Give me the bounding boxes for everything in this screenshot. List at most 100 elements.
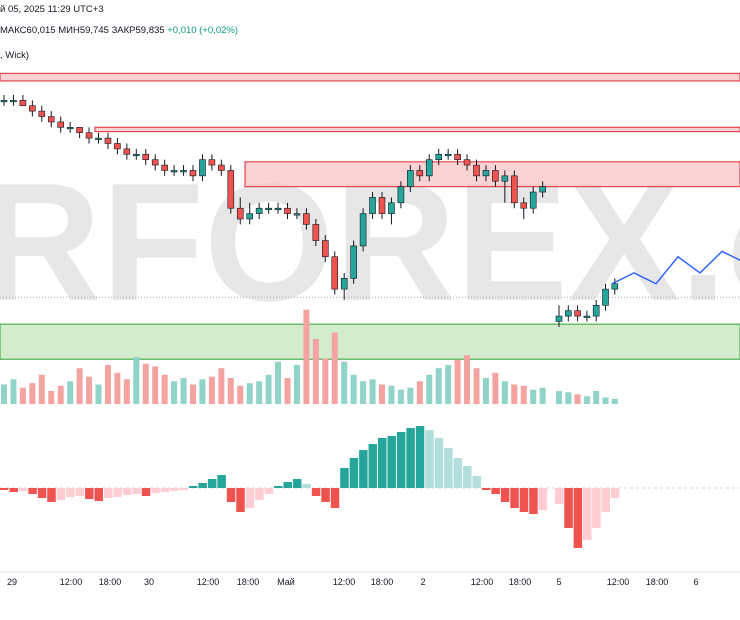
x-tick-label: 18:00 bbox=[371, 577, 394, 587]
oscillator-bar bbox=[207, 479, 217, 488]
oscillator-bar bbox=[160, 488, 170, 492]
oscillator-bar bbox=[340, 468, 349, 488]
header-close: ЗАКР59,835 bbox=[111, 25, 165, 36]
candle bbox=[246, 213, 253, 220]
candle bbox=[0, 100, 8, 103]
volume-bar bbox=[10, 379, 17, 404]
candle bbox=[369, 197, 376, 214]
oscillator-bar bbox=[555, 488, 564, 504]
oscillator-bar bbox=[170, 488, 179, 491]
header-high: МАКС60,015 bbox=[0, 25, 56, 36]
volume-bar bbox=[256, 381, 263, 404]
candle bbox=[255, 207, 263, 214]
x-tick-label: 18:00 bbox=[646, 577, 669, 587]
volume-bar bbox=[38, 374, 45, 404]
candle bbox=[10, 100, 17, 103]
oscillator-bar bbox=[415, 426, 425, 488]
oscillator-bar bbox=[406, 428, 415, 488]
oscillator-bar bbox=[302, 484, 311, 488]
volume-bar bbox=[57, 385, 64, 404]
oscillator-bar bbox=[113, 488, 122, 497]
resistance-zone bbox=[94, 126, 740, 133]
candle bbox=[161, 164, 168, 171]
candle bbox=[66, 127, 74, 130]
oscillator-bar bbox=[0, 488, 9, 490]
volume-bar bbox=[454, 359, 461, 404]
volume-bar bbox=[556, 391, 562, 404]
candle bbox=[303, 213, 310, 225]
candle bbox=[29, 105, 36, 112]
volume-bar bbox=[199, 379, 206, 404]
oscillator-bar bbox=[368, 444, 378, 488]
x-tick-label: 12:00 bbox=[333, 577, 356, 587]
candle bbox=[265, 207, 272, 211]
volume-bar bbox=[492, 372, 499, 404]
volume-bars bbox=[1, 309, 618, 404]
volume-bar bbox=[133, 357, 140, 404]
volume-bar bbox=[388, 385, 395, 404]
oscillator-bar bbox=[564, 488, 573, 528]
volume-bar bbox=[104, 365, 111, 404]
volume-bar bbox=[123, 379, 130, 404]
volume-bar bbox=[48, 391, 55, 404]
volume-bar bbox=[435, 368, 442, 404]
oscillator-bar bbox=[94, 488, 103, 501]
candle bbox=[123, 148, 131, 155]
volume-bar bbox=[114, 372, 121, 404]
candle bbox=[435, 153, 443, 160]
volume-bar bbox=[142, 363, 149, 404]
volume-bar bbox=[426, 374, 433, 404]
volume-bar bbox=[19, 387, 26, 404]
candle bbox=[473, 164, 480, 177]
volume-bar bbox=[501, 381, 508, 404]
oscillator-bar bbox=[198, 483, 207, 488]
volume-bar bbox=[1, 384, 7, 404]
candle bbox=[104, 137, 112, 144]
candle bbox=[199, 159, 206, 177]
candle bbox=[142, 153, 150, 160]
volume-bar bbox=[379, 384, 385, 404]
candle bbox=[218, 164, 225, 171]
volume-bar bbox=[369, 379, 376, 404]
volume-bar bbox=[67, 381, 74, 404]
candle bbox=[592, 304, 600, 317]
candle bbox=[170, 170, 178, 173]
support-zone bbox=[0, 323, 740, 360]
volume-bar bbox=[312, 339, 319, 404]
volume-bar bbox=[482, 378, 489, 404]
oscillator-bar bbox=[9, 488, 18, 492]
oscillator-bar bbox=[103, 488, 113, 498]
oscillator-bar bbox=[47, 488, 56, 502]
resistance-zone bbox=[0, 72, 740, 82]
oscillator-bar bbox=[387, 436, 396, 488]
candle bbox=[416, 170, 424, 177]
volume-bar bbox=[602, 397, 609, 404]
candle bbox=[133, 153, 140, 157]
oscillator-bar bbox=[66, 488, 75, 497]
oscillator-bar bbox=[37, 488, 47, 498]
volume-bar bbox=[190, 384, 196, 404]
candle bbox=[284, 207, 291, 214]
candle bbox=[564, 310, 572, 317]
x-tick-label: 18:00 bbox=[509, 577, 532, 587]
oscillator-bar bbox=[28, 488, 37, 494]
oscillator-bar bbox=[510, 488, 519, 508]
price-zones bbox=[0, 72, 740, 360]
volume-bar bbox=[360, 381, 367, 404]
volume-bar bbox=[539, 387, 546, 404]
oscillator-bar bbox=[582, 488, 592, 540]
x-tick-label: 12:00 bbox=[60, 577, 83, 587]
candle bbox=[340, 278, 348, 290]
volume-bar bbox=[322, 358, 329, 404]
oscillator-bar bbox=[396, 432, 406, 488]
candle bbox=[359, 213, 367, 247]
x-tick-label: 29 bbox=[7, 577, 17, 587]
candle bbox=[38, 110, 46, 117]
series-legend: , Wick) bbox=[0, 50, 30, 61]
oscillator-bar bbox=[226, 488, 236, 502]
x-tick-label: 12:00 bbox=[607, 577, 630, 587]
oscillator-bar bbox=[491, 488, 500, 494]
candle bbox=[331, 256, 339, 290]
volume-bar bbox=[565, 392, 572, 404]
